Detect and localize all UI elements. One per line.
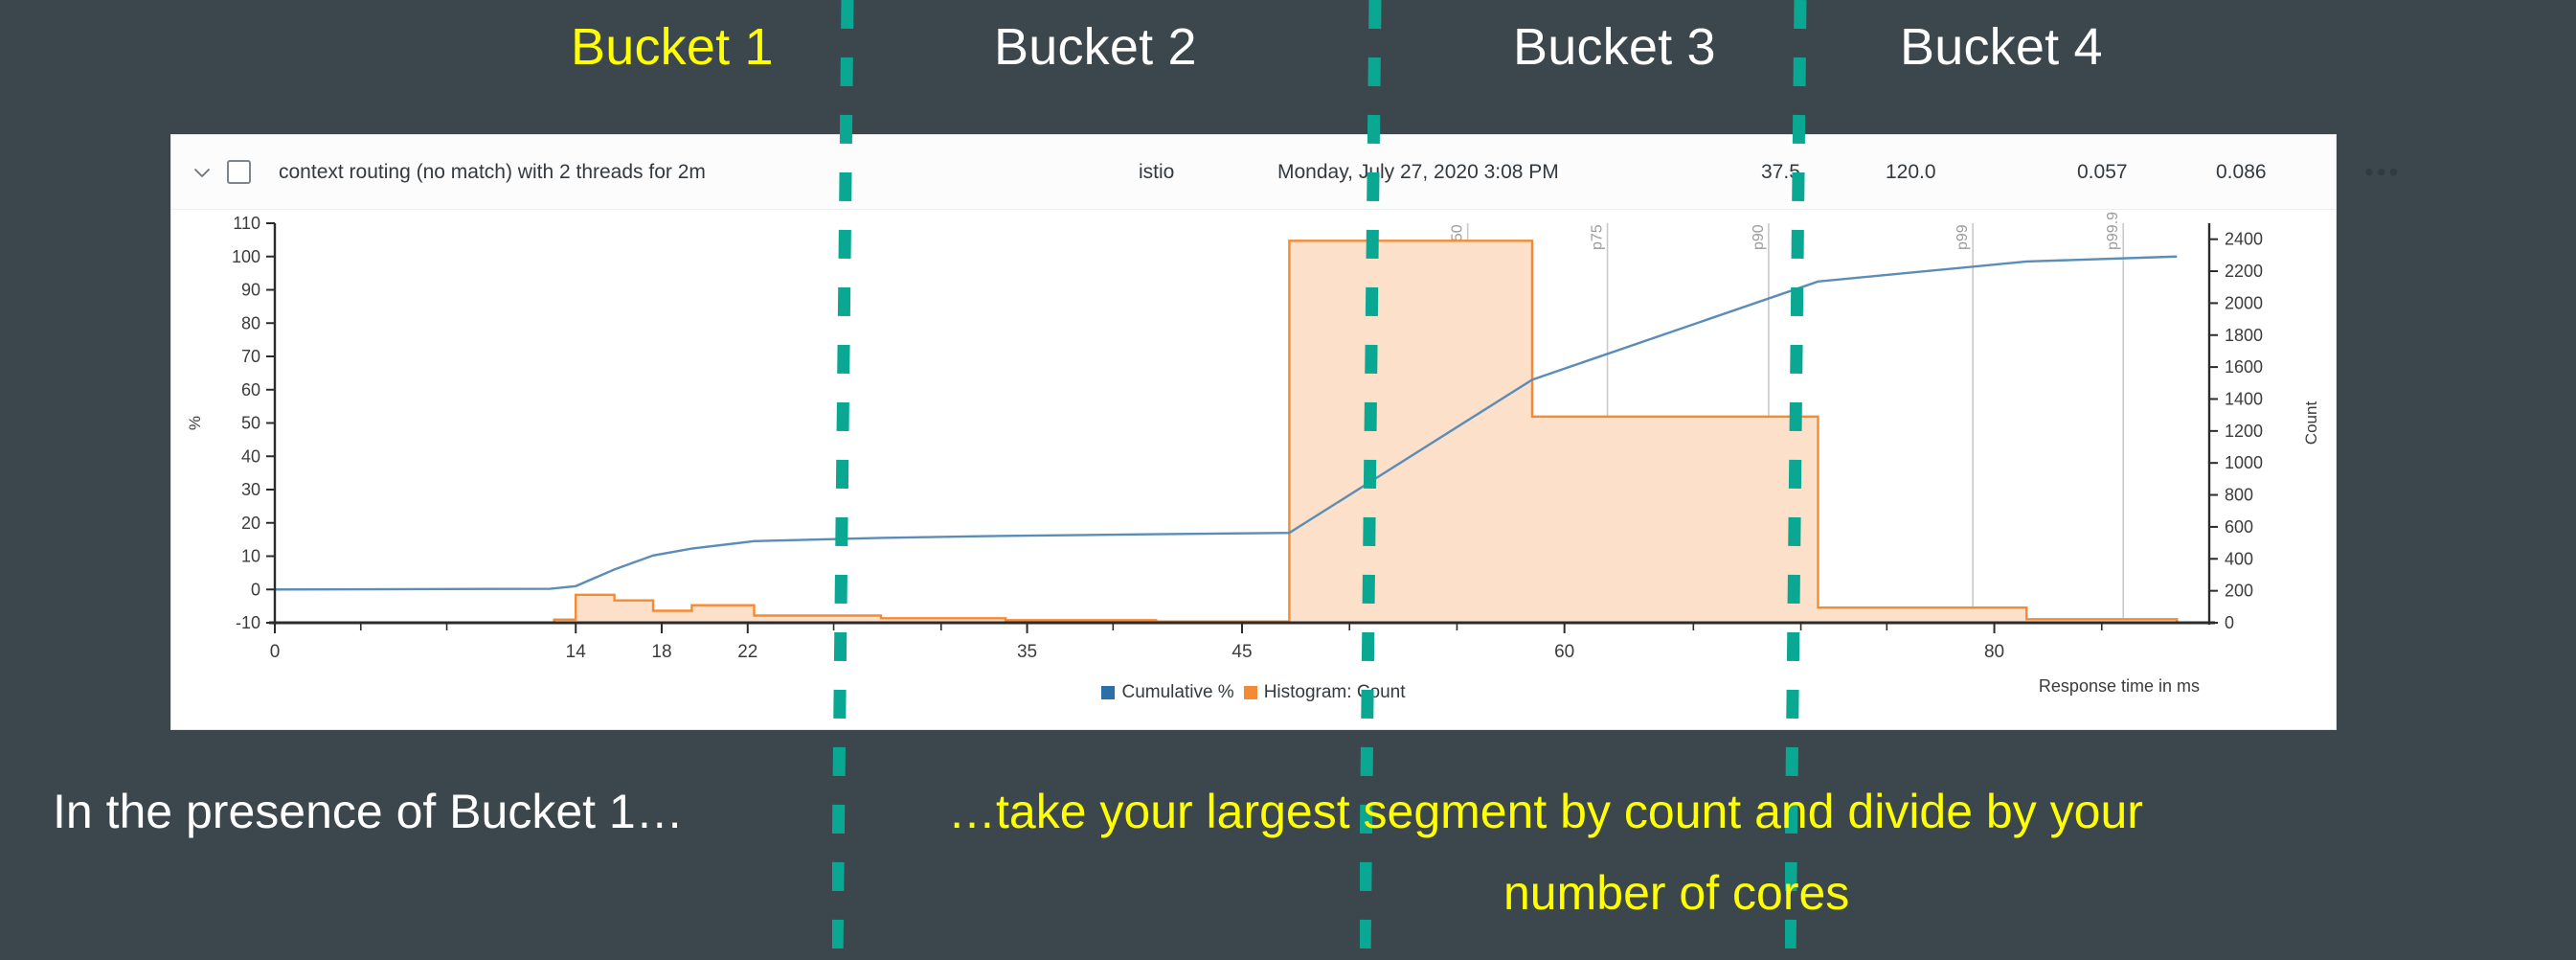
svg-text:22: 22 xyxy=(737,642,757,662)
caption-right-2: number of cores xyxy=(1503,866,1850,920)
svg-text:90: 90 xyxy=(241,281,260,300)
metric-qps: 37.5 xyxy=(1761,161,1800,183)
svg-text:50: 50 xyxy=(241,414,260,433)
bucket-label-4: Bucket 4 xyxy=(1900,18,2103,76)
svg-text:2400: 2400 xyxy=(2225,230,2263,249)
legend-item-cumulative: Cumulative % xyxy=(1101,682,1234,703)
legend-label-histogram: Histogram: Count xyxy=(1263,682,1406,702)
bucket-label-3: Bucket 3 xyxy=(1513,18,1716,76)
ellipsis-icon[interactable]: ••• xyxy=(2364,157,2402,187)
svg-text:-10: -10 xyxy=(236,613,260,632)
svg-text:1600: 1600 xyxy=(2225,357,2263,377)
svg-text:60: 60 xyxy=(241,380,260,400)
fortio-result-card: context routing (no match) with 2 thread… xyxy=(170,134,2398,730)
svg-text:2200: 2200 xyxy=(2225,262,2263,281)
svg-text:200: 200 xyxy=(2225,582,2253,601)
svg-text:45: 45 xyxy=(1232,642,1252,662)
svg-text:2000: 2000 xyxy=(2225,293,2263,312)
svg-text:600: 600 xyxy=(2225,517,2253,537)
row-checkbox[interactable] xyxy=(227,160,251,184)
svg-text:0: 0 xyxy=(251,580,260,599)
svg-text:Response time in ms: Response time in ms xyxy=(2039,676,2200,696)
svg-text:110: 110 xyxy=(233,214,260,233)
svg-text:p75: p75 xyxy=(1590,224,1606,250)
svg-text:0: 0 xyxy=(270,642,281,662)
chart-legend: Cumulative % Histogram: Count xyxy=(171,682,2336,703)
legend-item-histogram: Histogram: Count xyxy=(1243,682,1406,703)
histogram-chart: p50 p75 p90 p99 p99.9 -10 0 10 20 30 40 50 60 70 80 90 1… xyxy=(171,210,2336,730)
caption-left: In the presence of Bucket 1… xyxy=(53,785,684,838)
chevron-down-icon[interactable] xyxy=(187,135,217,210)
svg-text:p99: p99 xyxy=(1955,224,1971,250)
svg-text:14: 14 xyxy=(566,642,587,662)
bucket-label-1: Bucket 1 xyxy=(571,18,774,76)
run-label: istio xyxy=(1139,161,1175,183)
svg-text:40: 40 xyxy=(241,446,260,466)
svg-text:35: 35 xyxy=(1017,642,1037,662)
bucket-label-2: Bucket 2 xyxy=(994,18,1197,76)
run-date: Monday, July 27, 2020 3:08 PM xyxy=(1277,161,1559,183)
legend-swatch-histogram xyxy=(1243,686,1257,699)
metric-count: 120.0 xyxy=(1886,161,1936,183)
table-row[interactable]: context routing (no match) with 2 thread… xyxy=(171,135,2398,210)
svg-text:30: 30 xyxy=(241,480,260,499)
svg-text:Count: Count xyxy=(2302,401,2320,446)
legend-label-cumulative: Cumulative % xyxy=(1121,682,1234,702)
svg-text:1800: 1800 xyxy=(2225,326,2263,345)
legend-swatch-cumulative xyxy=(1101,686,1116,699)
svg-text:20: 20 xyxy=(241,514,260,533)
svg-text:10: 10 xyxy=(241,547,260,566)
svg-text:18: 18 xyxy=(651,642,671,662)
svg-text:%: % xyxy=(186,416,204,430)
svg-text:0: 0 xyxy=(2225,613,2234,632)
run-name: context routing (no match) with 2 thread… xyxy=(279,161,706,183)
svg-text:1200: 1200 xyxy=(2225,422,2263,441)
svg-text:80: 80 xyxy=(241,313,260,332)
svg-text:400: 400 xyxy=(2225,549,2253,568)
svg-text:1400: 1400 xyxy=(2225,389,2263,408)
svg-text:p90: p90 xyxy=(1751,224,1767,250)
svg-text:80: 80 xyxy=(1984,642,2004,662)
caption-right: …take your largest segment by count and … xyxy=(948,785,2143,838)
chart-canvas: p50 p75 p90 p99 p99.9-1001020304050607080901… xyxy=(186,212,2320,696)
svg-text:60: 60 xyxy=(1554,642,1574,662)
svg-text:800: 800 xyxy=(2225,486,2253,505)
svg-text:p99.9: p99.9 xyxy=(2105,212,2121,250)
svg-text:1000: 1000 xyxy=(2225,453,2263,472)
svg-text:100: 100 xyxy=(232,247,260,266)
svg-text:70: 70 xyxy=(241,347,260,366)
bucket-headings: Bucket 1 Bucket 2 Bucket 3 Bucket 4 xyxy=(0,0,2576,125)
metric-p99: 0.086 xyxy=(2216,161,2267,183)
metric-avg: 0.057 xyxy=(2077,161,2128,183)
